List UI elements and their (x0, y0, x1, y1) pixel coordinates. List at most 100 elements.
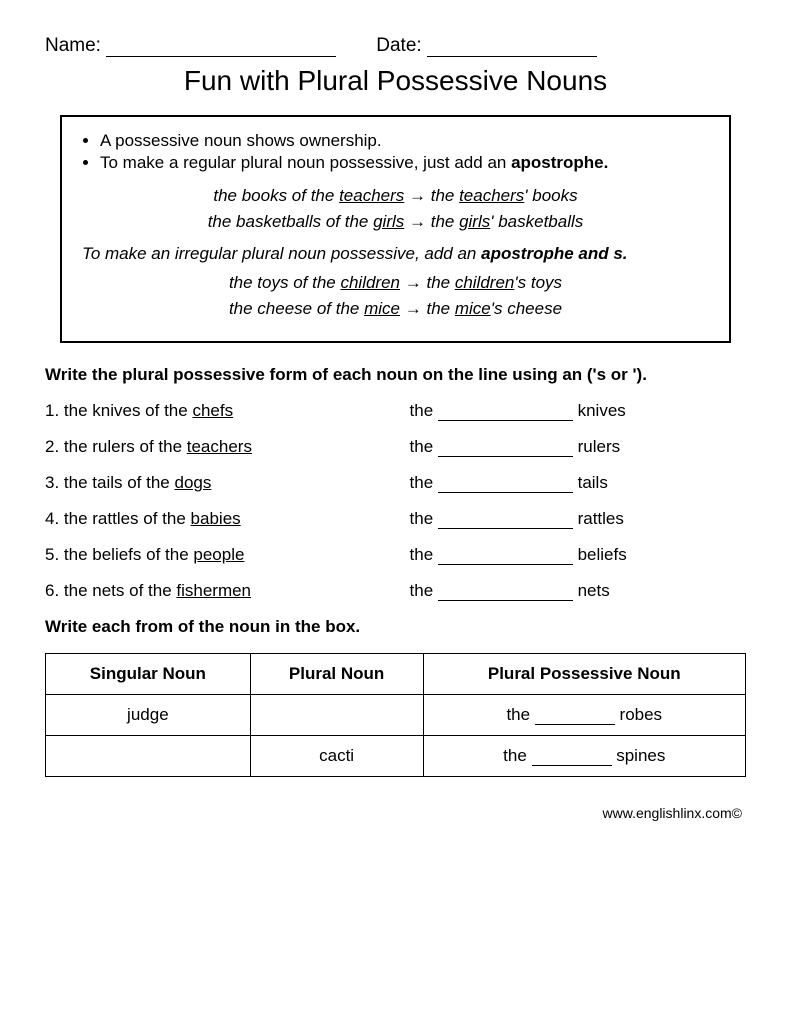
question-number: 3. (45, 473, 64, 492)
question-number: 2. (45, 437, 64, 456)
th-plural-possessive: Plural Possessive Noun (423, 654, 745, 695)
cell-plural-possessive[interactable]: the robes (423, 695, 745, 736)
noun-table: Singular Noun Plural Noun Plural Possess… (45, 653, 746, 777)
th-plural: Plural Noun (250, 654, 423, 695)
cell-blank[interactable] (532, 747, 612, 766)
cell-post: robes (615, 705, 662, 724)
ex1-arrow: → (404, 186, 430, 205)
question-noun: teachers (187, 437, 252, 456)
answer-pre: the (410, 437, 438, 456)
ex1-u2: teachers (459, 186, 524, 205)
answer-post: nets (573, 581, 610, 600)
answer-area: the beliefs (410, 545, 746, 565)
worksheet-title: Fun with Plural Possessive Nouns (45, 65, 746, 97)
answer-blank[interactable] (438, 402, 573, 421)
answer-pre: the (410, 473, 438, 492)
date-blank[interactable] (427, 35, 597, 57)
answer-blank[interactable] (438, 474, 573, 493)
cell-plural[interactable]: cacti (250, 736, 423, 777)
cell-post: spines (612, 746, 666, 765)
answer-pre: the (410, 581, 438, 600)
answer-area: the nets (410, 581, 746, 601)
example-3: the toys of the children → the children'… (82, 270, 709, 296)
ex2-pre: the basketballs of the (208, 212, 373, 231)
name-label: Name: (45, 35, 101, 56)
question-noun: dogs (174, 473, 211, 492)
answer-area: the rulers (410, 437, 746, 457)
question-text: the rattles of the (64, 509, 191, 528)
ex2-u1: girls (373, 212, 404, 231)
ex2-mid: the (431, 212, 459, 231)
ex2-arrow: → (404, 212, 430, 231)
ex1-post: ' books (524, 186, 577, 205)
ex3-mid: the (426, 273, 454, 292)
cell-singular[interactable]: judge (46, 695, 251, 736)
question-row: 3. the tails of the dogs the tails (45, 473, 746, 493)
question-noun: babies (191, 509, 241, 528)
question-prompt: 4. the rattles of the babies (45, 509, 410, 529)
answer-blank[interactable] (438, 438, 573, 457)
ex2-u2: girls (459, 212, 490, 231)
date-label: Date: (376, 35, 421, 56)
cell-pre: the (503, 746, 531, 765)
answer-pre: the (410, 509, 438, 528)
question-noun: people (193, 545, 244, 564)
answer-blank[interactable] (438, 546, 573, 565)
table-header-row: Singular Noun Plural Noun Plural Possess… (46, 654, 746, 695)
rule-bullet-1: A possessive noun shows ownership. (100, 131, 709, 151)
cell-plural[interactable] (250, 695, 423, 736)
ex3-u2: children (455, 273, 515, 292)
question-text: the beliefs of the (64, 545, 193, 564)
ex1-pre: the books of the (213, 186, 339, 205)
answer-post: rulers (573, 437, 620, 456)
question-row: 5. the beliefs of the peoplethe beliefs (45, 545, 746, 565)
question-number: 6. (45, 581, 64, 600)
ex4-pre: the cheese of the (229, 299, 364, 318)
rule2-pre: To make a regular plural noun possessive… (100, 153, 511, 172)
date-field[interactable]: Date: (376, 35, 597, 57)
questions-container: 1. the knives of the chefsthe knives2. t… (45, 401, 746, 601)
footer-credit: www.englishlinx.com© (45, 805, 746, 821)
ex4-post: 's cheese (491, 299, 562, 318)
answer-blank[interactable] (438, 510, 573, 529)
ex3-u1: children (340, 273, 400, 292)
name-field[interactable]: Name: (45, 35, 336, 57)
ex1-mid: the (431, 186, 459, 205)
question-row: 6. the nets of the fishermen the nets (45, 581, 746, 601)
ex4-u2: mice (455, 299, 491, 318)
ex3-arrow: → (400, 273, 426, 292)
question-row: 2. the rulers of the teachers the rulers (45, 437, 746, 457)
ex4-mid: the (426, 299, 454, 318)
question-row: 1. the knives of the chefsthe knives (45, 401, 746, 421)
question-text: the nets of the (64, 581, 176, 600)
instruction-1: Write the plural possessive form of each… (45, 365, 746, 385)
cell-plural-possessive[interactable]: the spines (423, 736, 745, 777)
th-singular: Singular Noun (46, 654, 251, 695)
ex2-post: ' basketballs (490, 212, 583, 231)
rules-list: A possessive noun shows ownership. To ma… (100, 131, 709, 173)
name-blank[interactable] (106, 35, 336, 57)
ex3-pre: the toys of the (229, 273, 341, 292)
example-block-1: the books of the teachers → the teachers… (82, 183, 709, 234)
rule2i-bold: apostrophe and s. (481, 244, 627, 263)
question-noun: chefs (192, 401, 233, 420)
answer-post: knives (573, 401, 626, 420)
question-text: the knives of the (64, 401, 193, 420)
rule-bullet-2: To make a regular plural noun possessive… (100, 153, 709, 173)
cell-singular[interactable] (46, 736, 251, 777)
rule2i-pre: To make an irregular plural noun possess… (82, 244, 481, 263)
answer-area: the tails (410, 473, 746, 493)
answer-post: tails (573, 473, 608, 492)
answer-post: beliefs (573, 545, 627, 564)
answer-blank[interactable] (438, 582, 573, 601)
table-body: judgethe robescactithe spines (46, 695, 746, 777)
rule2-bold: apostrophe. (511, 153, 608, 172)
question-text: the rulers of the (64, 437, 187, 456)
question-prompt: 5. the beliefs of the people (45, 545, 410, 565)
cell-pre: the (506, 705, 534, 724)
question-text: the tails of the (64, 473, 175, 492)
question-prompt: 1. the knives of the chefs (45, 401, 410, 421)
table-row: judge the robes (46, 695, 746, 736)
cell-blank[interactable] (535, 706, 615, 725)
question-noun: fishermen (176, 581, 251, 600)
